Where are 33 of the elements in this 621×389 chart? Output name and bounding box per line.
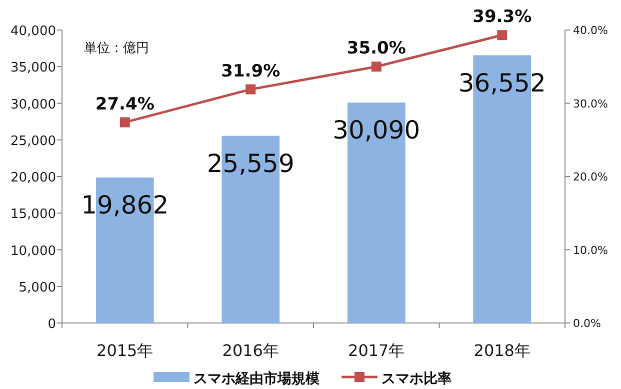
y-tick-label: 15,000 [10, 207, 56, 222]
point [120, 117, 130, 128]
y-tick-label: 0 [48, 317, 56, 332]
point [497, 30, 508, 40]
data-label: 39.3% [472, 7, 532, 28]
data-label: 36,552 [458, 68, 546, 98]
data-label: 27.4% [95, 94, 154, 114]
legend-label: スマホ比率 [382, 370, 452, 387]
data-label: 19,862 [81, 190, 169, 220]
data-label: 35.0% [346, 38, 406, 59]
y2-tick-label: 30.0% [573, 97, 608, 110]
data-label: 31.9% [221, 61, 280, 82]
y-tick-label: 30,000 [10, 97, 56, 112]
data-label: 25,559 [206, 148, 294, 178]
y-tick-label: 25,000 [10, 134, 56, 149]
x-tick-label: 2015年 [96, 341, 154, 360]
y-tick-label: 40,000 [10, 24, 56, 39]
data-label: 30,090 [332, 116, 420, 145]
legend-label: スマホ経由市場規模 [194, 370, 320, 387]
x-tick-label: 2016年 [222, 341, 279, 360]
annotation: 単位：億円 [84, 41, 149, 56]
y-tick-label: 5,000 [18, 280, 56, 296]
y2-tick-label: 10.0% [573, 244, 608, 257]
y-tick-label: 35,000 [10, 60, 56, 76]
y2-tick-label: 20.0% [573, 170, 608, 184]
y-tick-label: 10,000 [10, 244, 56, 259]
y-tick-label: 20,000 [10, 170, 56, 186]
y2-tick-label: 40.0% [573, 24, 608, 37]
point [371, 62, 382, 72]
y2-tick-label: 0.0% [573, 317, 601, 330]
x-tick-label: 2017年 [348, 341, 405, 360]
x-tick-label: 2018年 [474, 341, 530, 360]
point [246, 84, 256, 94]
